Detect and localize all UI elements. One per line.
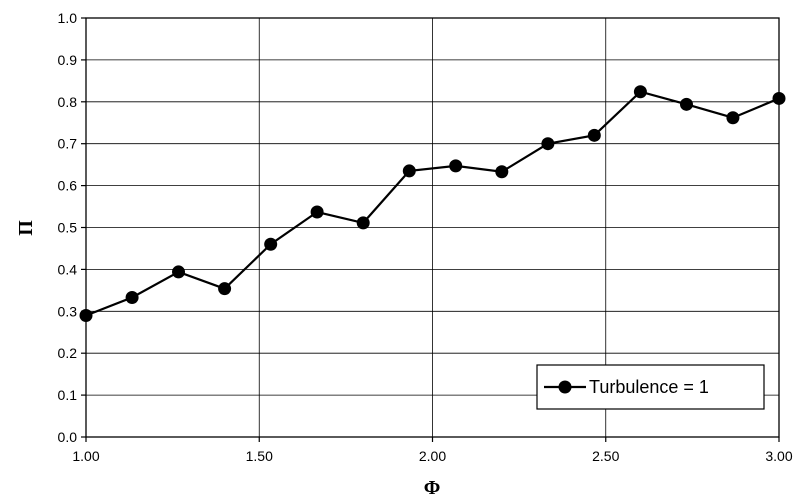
series-line <box>85 90 780 317</box>
y-tick-label: 0.7 <box>58 136 78 152</box>
y-tick-label: 1.0 <box>58 10 78 26</box>
data-point <box>726 111 740 125</box>
y-tick-label: 0.1 <box>58 387 78 403</box>
data-point <box>587 128 601 142</box>
x-axis-ticks: 1.00 1.50 2.00 2.50 3.00 <box>72 437 793 464</box>
y-tick-label: 0.8 <box>58 94 78 110</box>
y-tick-label: 0.2 <box>58 345 78 361</box>
data-point <box>679 97 693 111</box>
data-point <box>125 290 139 304</box>
y-tick-label: 0.0 <box>58 429 78 445</box>
series-points <box>79 85 786 322</box>
data-point <box>218 282 232 296</box>
y-axis-title: Π <box>15 220 37 236</box>
x-tick-label: 2.50 <box>592 448 619 464</box>
data-point <box>172 265 186 279</box>
y-tick-label: 0.9 <box>58 52 78 68</box>
data-point <box>402 164 416 178</box>
data-point <box>495 165 509 179</box>
data-point <box>772 91 786 105</box>
x-tick-label: 3.00 <box>765 448 792 464</box>
x-axis-title: Φ <box>424 477 441 498</box>
data-point <box>541 137 555 151</box>
data-point <box>356 216 370 230</box>
y-tick-label: 0.3 <box>58 303 78 319</box>
y-tick-label: 0.4 <box>58 261 78 277</box>
data-point <box>264 237 278 251</box>
data-point <box>79 308 93 322</box>
legend-marker-sample <box>558 380 572 394</box>
x-tick-label: 1.50 <box>246 448 273 464</box>
y-tick-label: 0.5 <box>58 220 78 236</box>
x-tick-label: 1.00 <box>72 448 99 464</box>
data-point <box>633 85 647 99</box>
y-axis-ticks: 0.0 0.1 0.2 0.3 0.4 0.5 0.6 0.7 0.8 0.9 1.0 <box>58 10 86 445</box>
x-tick-label: 2.00 <box>419 448 446 464</box>
legend-label: Turbulence = 1 <box>589 377 709 397</box>
data-point <box>310 205 324 219</box>
y-tick-label: 0.6 <box>58 178 78 194</box>
legend: Turbulence = 1 <box>536 364 765 410</box>
data-point <box>449 159 463 173</box>
